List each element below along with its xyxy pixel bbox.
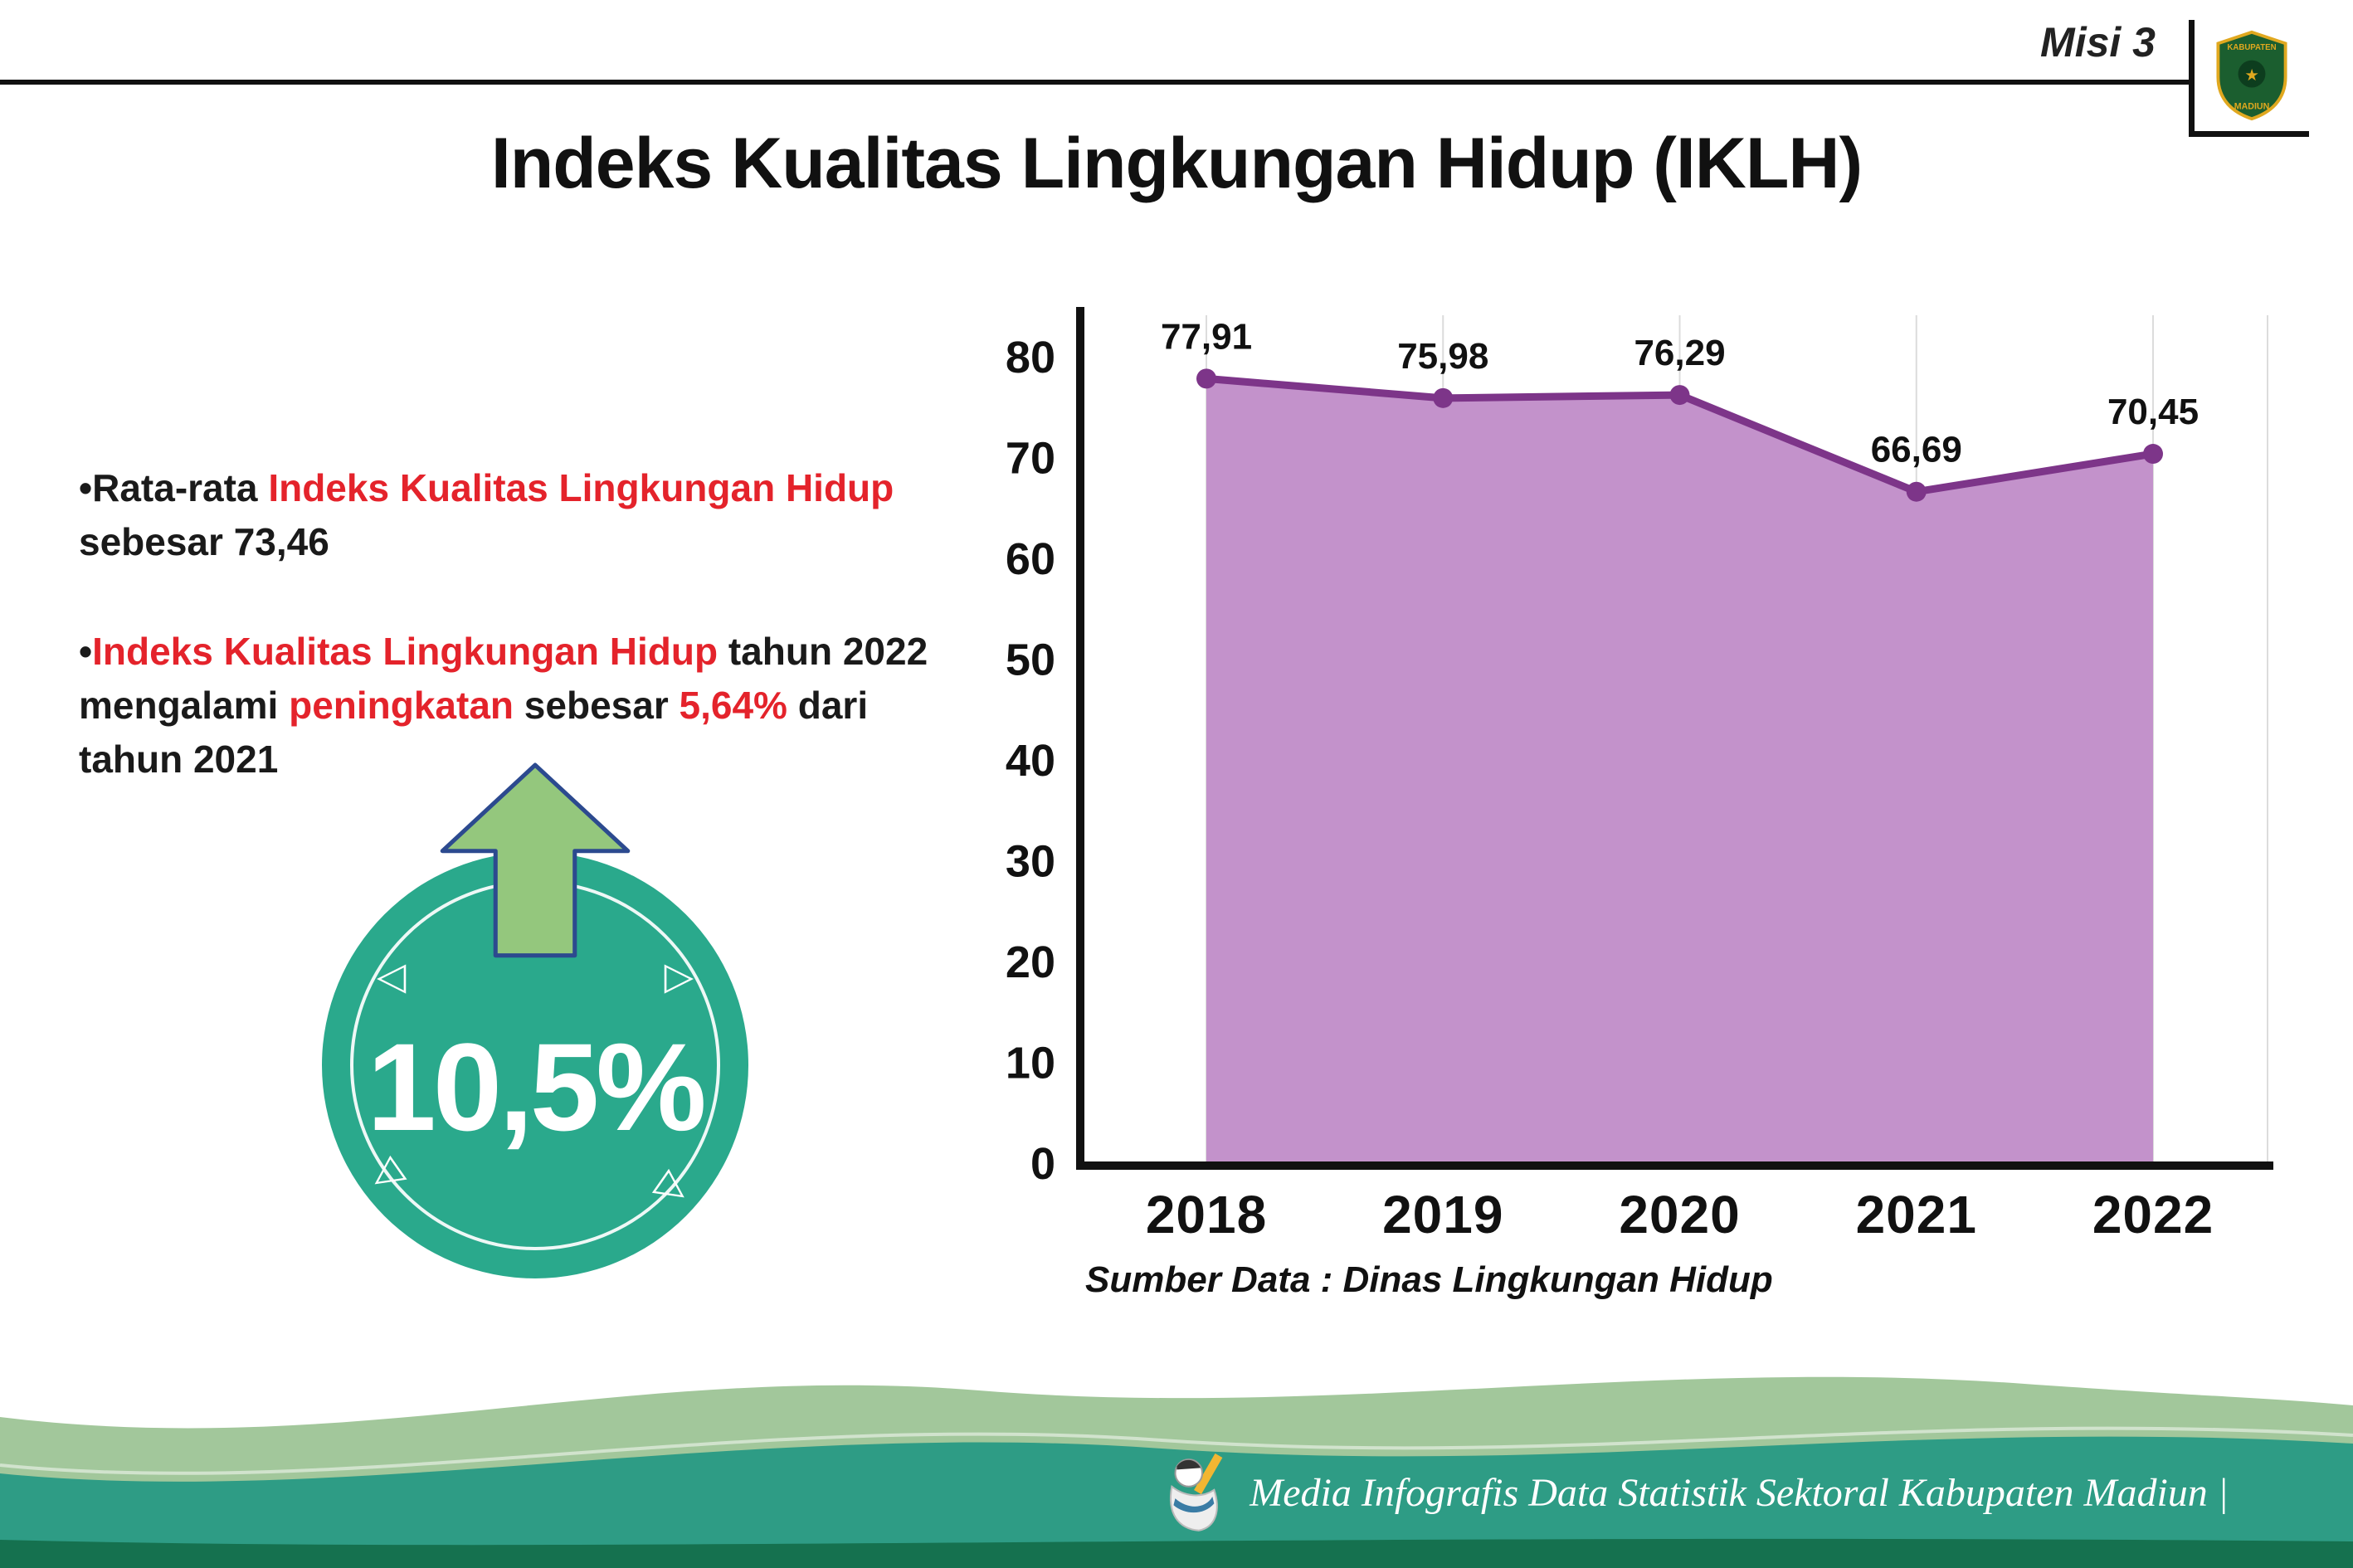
bullet2-text-3: dari tahun 2021 <box>79 683 869 782</box>
triangle-icon: ▷ <box>664 954 694 997</box>
bullet1-tail: sebesar 73,46 <box>79 520 329 564</box>
chart-area-fill <box>1206 378 2153 1164</box>
bullet-marker: • <box>79 466 93 509</box>
chart-ytick-label: 30 <box>1006 837 1055 887</box>
chart-category-label: 2020 <box>1619 1185 1740 1244</box>
chart-y-axis <box>1076 307 1084 1170</box>
chart-canvas: 77,91 75,98 76,29 66,69 70,45 0 10 20 30 40 50 60 70… <box>1006 307 2273 1244</box>
chart-ytick-label: 0 <box>1030 1139 1055 1189</box>
chart-point <box>1906 481 1927 502</box>
chart-category-label: 2021 <box>1856 1185 1977 1244</box>
bullet2-text-2: sebesar <box>514 683 680 727</box>
chart-point-label: 66,69 <box>1871 430 1962 470</box>
chart-category-label: 2018 <box>1146 1185 1267 1244</box>
misi-label: Misi 3 <box>2040 19 2156 66</box>
chart-ytick-label: 80 <box>1006 333 1055 382</box>
page-title: Indeks Kualitas Lingkungan Hidup (IKLH) <box>490 124 1863 203</box>
chart-category-label: 2019 <box>1382 1185 1503 1244</box>
bullet2-text-1: tahun 2022 mengalami <box>79 629 928 727</box>
chart-point <box>1433 387 1454 408</box>
mascot-sash <box>1173 1497 1215 1513</box>
chart-point-label: 77,91 <box>1161 316 1252 357</box>
footer-wave-highlight <box>0 1426 2353 1475</box>
logo-crest-icon: KABUPATEN ★ MADIUN <box>2216 30 2287 121</box>
crest-emblem-circle <box>2238 60 2266 88</box>
bullet1-highlight: Indeks Kualitas Lingkungan Hidup <box>268 466 894 509</box>
triangle-icon: ◁ <box>377 954 407 997</box>
chart-point <box>1669 385 1690 406</box>
kabupaten-madiun-logo: KABUPATEN ★ MADIUN <box>2189 20 2309 137</box>
bullet-marker: • <box>79 629 93 673</box>
footer-credit: Media Infografis Data Statistik Sektoral… <box>1250 1471 2229 1515</box>
chart-category-label: 2022 <box>2092 1185 2214 1244</box>
header-rule <box>0 80 2189 85</box>
bullet2-highlight-3: 5,64% <box>679 683 787 727</box>
up-arrow-icon <box>440 762 631 958</box>
badge-value: 10,5% <box>367 1016 706 1157</box>
chart-point <box>2143 444 2163 465</box>
footer-wave-dark <box>0 1538 2353 1568</box>
chart-ytick-label: 20 <box>1006 937 1055 987</box>
bullet2-highlight-2: peningkatan <box>289 683 514 727</box>
bullet1-text: Rata-rata <box>92 466 269 509</box>
chart-point-label: 70,45 <box>2107 392 2199 432</box>
crest-top-text: KABUPATEN <box>2227 43 2276 52</box>
data-source: Sumber Data : Dinas Lingkungan Hidup <box>1085 1259 1773 1300</box>
chart-point-label: 76,29 <box>1634 333 1725 373</box>
bullet-average: •Rata-rata Indeks Kualitas Lingkungan Hi… <box>79 461 967 570</box>
chart-ytick-label: 10 <box>1006 1039 1055 1088</box>
mascot-hair <box>1176 1459 1201 1470</box>
bullet2-highlight-1: Indeks Kualitas Lingkungan Hidup <box>92 629 719 673</box>
chart-point <box>1196 368 1216 389</box>
chart-point-label: 75,98 <box>1397 336 1488 377</box>
up-arrow-shape <box>440 762 631 958</box>
iklh-area-chart: 77,91 75,98 76,29 66,69 70,45 0 10 20 30 40 50 60 70… <box>987 282 2290 1244</box>
mascot-pencil <box>1194 1453 1223 1495</box>
star-icon: ★ <box>2244 67 2258 85</box>
bullet-increase: •Indeks Kualitas Lingkungan Hidup tahun … <box>79 625 967 787</box>
chart-ytick-label: 60 <box>1006 534 1055 584</box>
crest-bottom-text: MADIUN <box>2234 102 2270 112</box>
writer-mascot-icon <box>1170 1453 1223 1531</box>
summary-bullets: •Rata-rata Indeks Kualitas Lingkungan Hi… <box>79 461 967 787</box>
chart-ytick-label: 70 <box>1006 434 1055 484</box>
chart-ytick-label: 40 <box>1006 736 1055 786</box>
chart-x-axis <box>1076 1161 2273 1170</box>
chart-ytick-label: 50 <box>1006 635 1055 685</box>
